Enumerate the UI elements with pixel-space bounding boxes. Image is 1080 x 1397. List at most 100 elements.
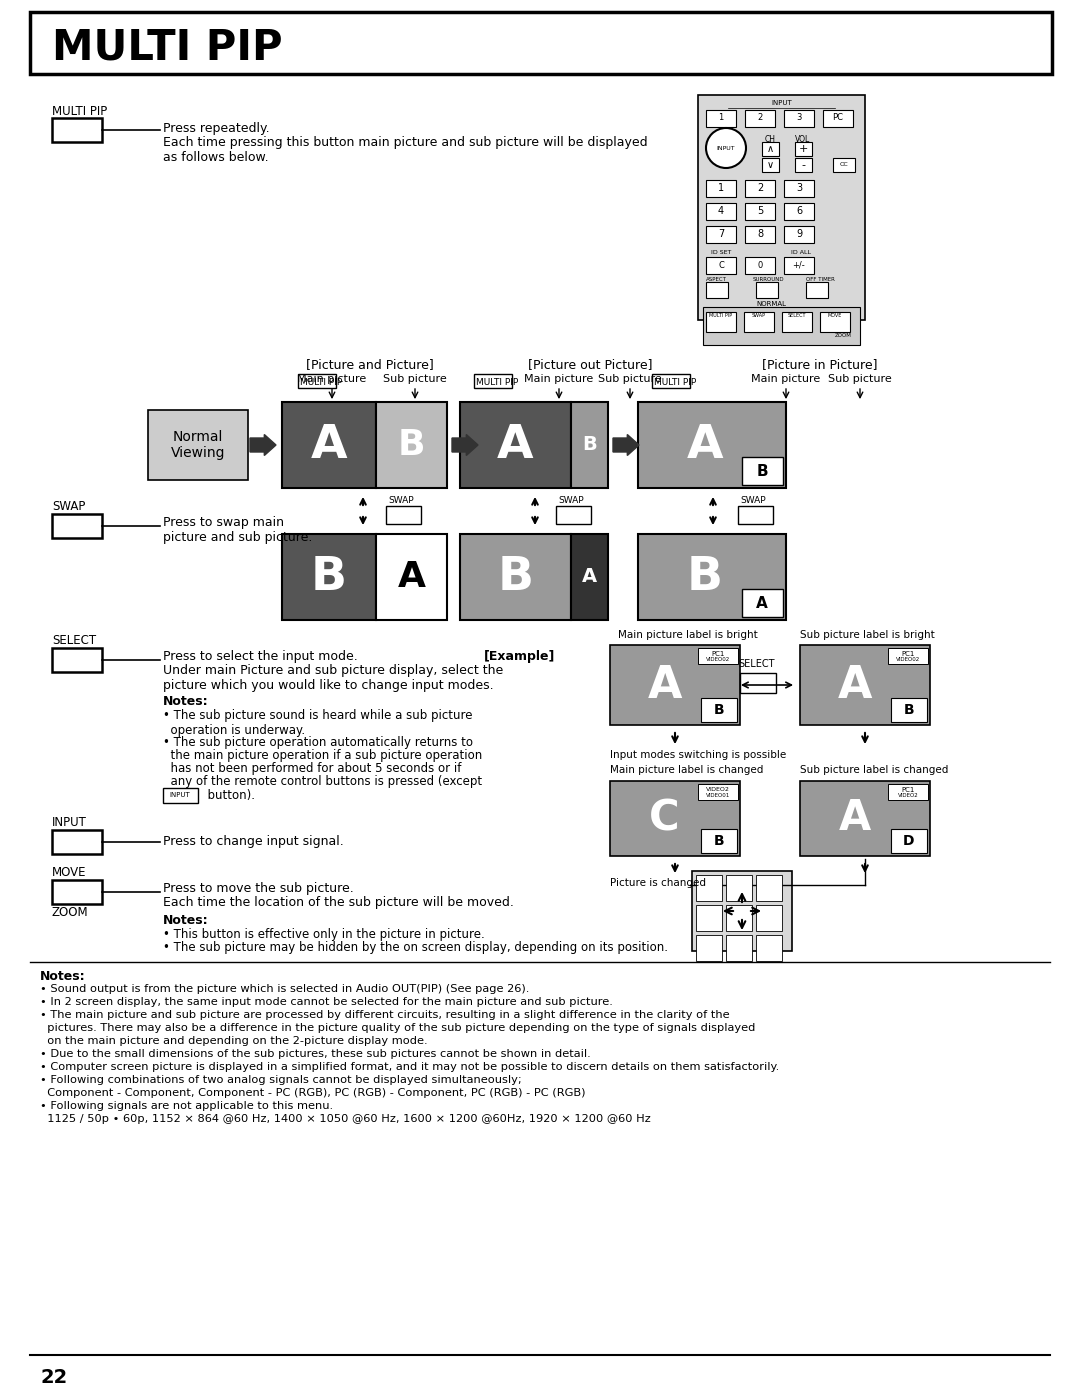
Bar [756, 935, 782, 961]
Text: Input modes switching is possible: Input modes switching is possible [610, 750, 786, 760]
Bar [784, 226, 814, 243]
Text: Sub picture: Sub picture [383, 374, 447, 384]
Bar [706, 180, 735, 197]
Bar [52, 117, 102, 142]
Text: the main picture operation if a sub picture operation: the main picture operation if a sub pict… [163, 749, 483, 761]
Text: A: A [497, 422, 534, 468]
Text: 6: 6 [796, 205, 802, 217]
Text: Notes:: Notes: [163, 694, 208, 708]
Bar [696, 905, 723, 930]
Text: Under main Picture and sub picture display, select the
picture which you would l: Under main Picture and sub picture displ… [163, 664, 503, 692]
Text: -: - [801, 161, 805, 170]
Text: Press to select the input mode.: Press to select the input mode. [163, 650, 357, 664]
Bar [742, 457, 783, 485]
Text: 7: 7 [718, 229, 724, 239]
Bar [148, 409, 248, 481]
Bar [782, 312, 812, 332]
Text: B: B [397, 427, 426, 462]
Text: pictures. There may also be a difference in the picture quality of the sub pictu: pictures. There may also be a difference… [40, 1023, 755, 1032]
Bar [52, 880, 102, 904]
Bar [571, 402, 608, 488]
Circle shape [706, 129, 746, 168]
Bar [706, 312, 735, 332]
Bar [756, 905, 782, 930]
Bar [52, 514, 102, 538]
Text: MULTI PIP: MULTI PIP [654, 379, 697, 387]
Text: Main picture label is changed: Main picture label is changed [610, 766, 764, 775]
Bar [698, 648, 738, 664]
Text: A: A [582, 567, 597, 587]
Text: • The sub picture may be hidden by the on screen display, depending on its posit: • The sub picture may be hidden by the o… [163, 942, 669, 954]
Text: • The sub picture sound is heard while a sub picture
  operation is underway.: • The sub picture sound is heard while a… [163, 710, 473, 738]
Bar [556, 506, 591, 524]
Text: B: B [311, 555, 347, 599]
Text: Press to swap main
picture and sub picture.: Press to swap main picture and sub pictu… [163, 515, 312, 543]
Bar [282, 534, 376, 620]
Text: 9: 9 [796, 229, 802, 239]
Text: • Following combinations of two analog signals cannot be displayed simultaneousl: • Following combinations of two analog s… [40, 1076, 522, 1085]
Text: Each time pressing this button main picture and sub picture will be displayed
as: Each time pressing this button main pict… [163, 136, 648, 163]
Bar [706, 203, 735, 219]
Bar [163, 788, 198, 803]
Text: has not been performed for about 5 seconds or if: has not been performed for about 5 secon… [163, 761, 461, 775]
Text: ID SET: ID SET [711, 250, 731, 256]
Text: SELECT: SELECT [739, 659, 775, 669]
Bar [692, 870, 792, 951]
Bar [696, 935, 723, 961]
Bar [745, 180, 775, 197]
Bar [740, 673, 777, 693]
Text: PC1: PC1 [902, 787, 915, 793]
FancyArrow shape [453, 434, 478, 455]
Text: C: C [649, 798, 680, 840]
Text: CH: CH [765, 136, 775, 144]
Text: Notes:: Notes: [40, 970, 85, 983]
Text: C: C [718, 260, 724, 270]
Text: 3: 3 [796, 183, 802, 193]
Bar [833, 158, 855, 172]
Text: Picture is changed: Picture is changed [610, 877, 706, 888]
Bar [888, 648, 928, 664]
Text: [Picture and Picture]: [Picture and Picture] [306, 358, 434, 372]
Bar [784, 257, 814, 274]
Bar [52, 830, 102, 854]
Text: • Following signals are not applicable to this menu.: • Following signals are not applicable t… [40, 1101, 333, 1111]
Bar [376, 402, 447, 488]
Text: MOVE: MOVE [52, 866, 86, 879]
Text: MULTI PIP: MULTI PIP [52, 27, 283, 68]
Text: Press to change input signal.: Press to change input signal. [163, 835, 343, 848]
Bar [376, 534, 447, 620]
Text: VIDEO2: VIDEO2 [706, 787, 730, 792]
Bar [784, 180, 814, 197]
Text: button).: button). [200, 788, 255, 802]
Bar [756, 875, 782, 901]
Text: Component - Component, Component - PC (RGB), PC (RGB) - Component, PC (RGB) - PC: Component - Component, Component - PC (R… [40, 1088, 585, 1098]
Text: 8: 8 [757, 229, 764, 239]
Bar [800, 645, 930, 725]
Text: VOL: VOL [795, 136, 811, 144]
Text: 3: 3 [796, 113, 801, 123]
Text: 4: 4 [718, 205, 724, 217]
Text: VIDEO02: VIDEO02 [896, 657, 920, 662]
Text: [Example]: [Example] [484, 650, 555, 664]
Bar [745, 257, 775, 274]
Text: 1125 / 50p • 60p, 1152 × 864 @60 Hz, 1400 × 1050 @60 Hz, 1600 × 1200 @60Hz, 1920: 1125 / 50p • 60p, 1152 × 864 @60 Hz, 140… [40, 1113, 651, 1125]
Text: NORMAL: NORMAL [756, 300, 786, 307]
Text: SELECT: SELECT [52, 634, 96, 647]
Text: any of the remote control buttons is pressed (except: any of the remote control buttons is pre… [163, 775, 482, 788]
Text: ZOOM: ZOOM [835, 332, 851, 338]
Text: A: A [397, 560, 426, 594]
Bar [386, 506, 421, 524]
Text: ∨: ∨ [767, 161, 773, 170]
Text: Sub picture label is bright: Sub picture label is bright [800, 630, 935, 640]
Text: • Due to the small dimensions of the sub pictures, these sub pictures cannot be : • Due to the small dimensions of the sub… [40, 1049, 591, 1059]
Text: • Sound output is from the picture which is selected in Audio OUT(PIP) (See page: • Sound output is from the picture which… [40, 983, 529, 995]
Text: PC: PC [833, 113, 843, 123]
Text: 2: 2 [757, 183, 764, 193]
Bar [696, 875, 723, 901]
FancyArrow shape [249, 434, 276, 455]
Text: A: A [686, 422, 723, 468]
Text: Notes:: Notes: [163, 914, 208, 928]
Bar [745, 203, 775, 219]
Bar [638, 534, 786, 620]
Text: B: B [687, 555, 723, 599]
